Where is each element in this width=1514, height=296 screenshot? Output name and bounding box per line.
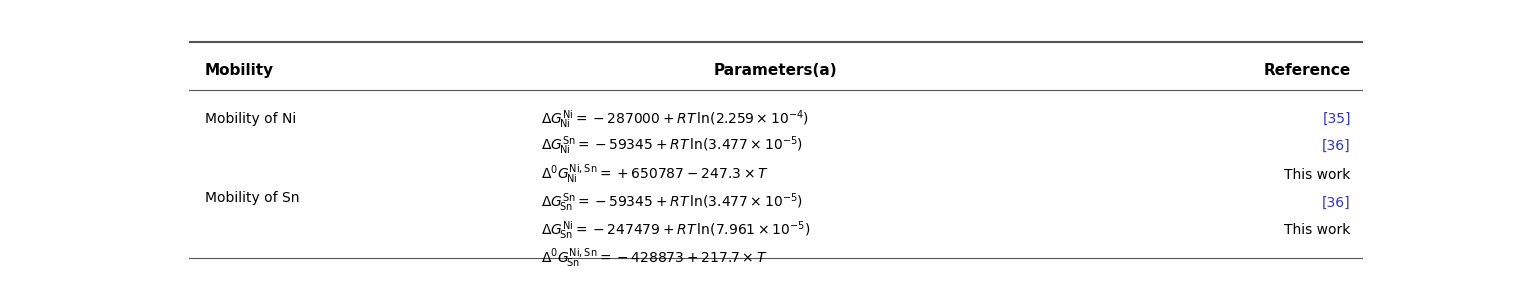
Text: $\Delta G_{\!\rm Ni}^{\rm Ni} = -287000 + RT\,{\rm ln}(2.259 \times 10^{-4})$: $\Delta G_{\!\rm Ni}^{\rm Ni} = -287000 … <box>542 108 810 130</box>
Text: $\Delta G_{\!\rm Ni}^{\rm Sn} = -59345 + RT\,{\rm ln}(3.477 \times 10^{-5})$: $\Delta G_{\!\rm Ni}^{\rm Sn} = -59345 +… <box>542 135 804 157</box>
Text: $\Delta^0 G_{\!\rm Sn}^{\rm Ni,Sn} = -428873 + 217.7 \times T$: $\Delta^0 G_{\!\rm Sn}^{\rm Ni,Sn} = -42… <box>542 247 768 269</box>
Text: Mobility of Sn: Mobility of Sn <box>204 192 298 205</box>
Text: $\Delta^0 G_{\!\rm Ni}^{\rm Ni,Sn} = +650787 - 247.3 \times T$: $\Delta^0 G_{\!\rm Ni}^{\rm Ni,Sn} = +65… <box>542 163 769 186</box>
Text: [36]: [36] <box>1322 139 1350 153</box>
Text: Parameters(a): Parameters(a) <box>715 63 837 78</box>
Text: Mobility of Ni: Mobility of Ni <box>204 112 295 126</box>
Text: $\Delta G_{\!\rm Sn}^{\rm Ni} = -247479 + RT\,{\rm ln}(7.961 \times 10^{-5})$: $\Delta G_{\!\rm Sn}^{\rm Ni} = -247479 … <box>542 219 810 241</box>
Text: [36]: [36] <box>1322 196 1350 210</box>
Text: This work: This work <box>1284 223 1350 237</box>
Text: Mobility: Mobility <box>204 63 274 78</box>
Text: This work: This work <box>1284 168 1350 181</box>
Text: $\Delta G_{\!\rm Sn}^{\rm Sn} = -59345 + RT\,{\rm ln}(3.477 \times 10^{-5})$: $\Delta G_{\!\rm Sn}^{\rm Sn} = -59345 +… <box>542 192 804 214</box>
Text: Reference: Reference <box>1264 63 1350 78</box>
Text: [35]: [35] <box>1322 112 1350 126</box>
